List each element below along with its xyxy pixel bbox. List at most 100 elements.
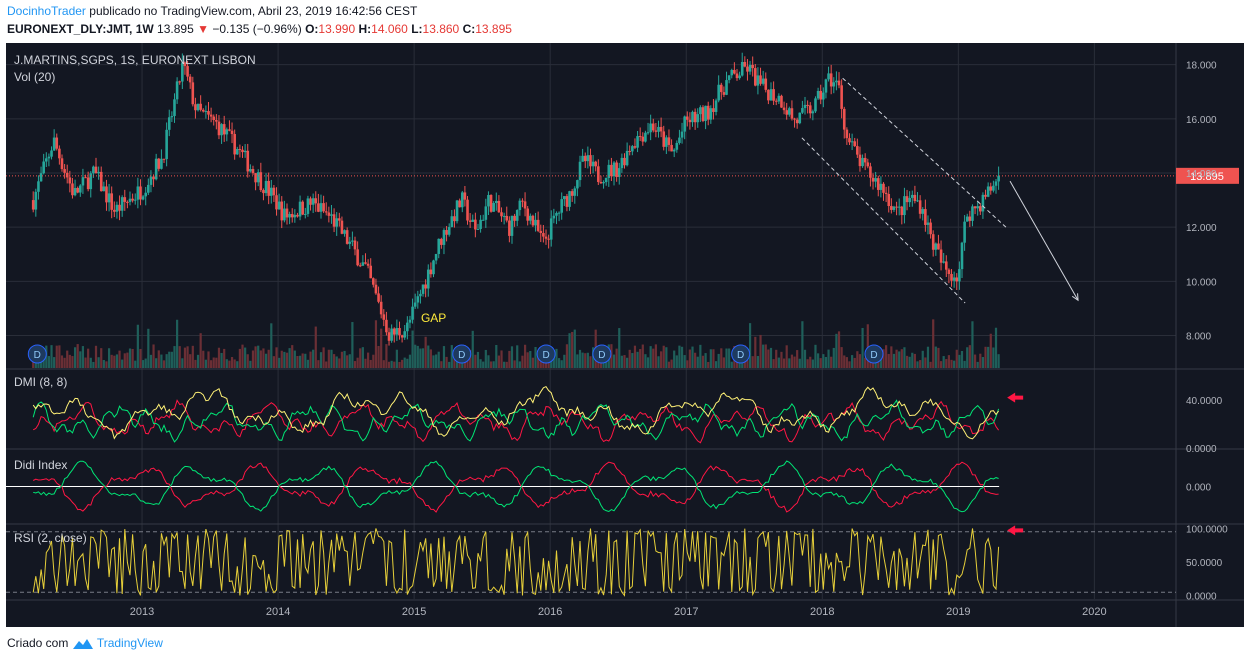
volume-bar — [832, 347, 835, 368]
volume-bar — [589, 356, 592, 368]
candle-body — [94, 166, 98, 174]
candle-body — [335, 218, 338, 227]
volume-bar — [79, 351, 82, 368]
candle-body — [542, 233, 545, 237]
candle-body — [563, 196, 566, 200]
time-axis-label: 2015 — [402, 606, 426, 618]
time-axis-label: 2014 — [266, 606, 290, 618]
volume-bar — [824, 356, 828, 368]
dividend-marker[interactable] — [536, 344, 556, 364]
volume-bar — [696, 356, 699, 368]
volume-bar — [89, 357, 92, 368]
dividend-marker[interactable] — [864, 344, 884, 364]
volume-bar — [822, 354, 825, 368]
tradingview-brand[interactable]: TradingView — [96, 636, 163, 650]
candle-body — [617, 168, 621, 177]
volume-label: Vol (20) — [14, 70, 55, 84]
candle-body — [735, 73, 739, 79]
volume-bar — [683, 355, 686, 368]
candle-body — [65, 172, 69, 178]
volume-bar — [539, 361, 542, 368]
candle-body — [861, 157, 864, 167]
candle-body — [693, 111, 697, 123]
candle-body — [251, 168, 255, 174]
volume-bar — [660, 351, 663, 368]
volume-bar — [230, 357, 234, 368]
volume-bar — [338, 358, 341, 368]
volume-bar — [241, 344, 244, 368]
dmi-title: DMI (8, 8) — [14, 375, 67, 389]
dividend-marker[interactable] — [452, 344, 472, 364]
volume-bar — [73, 347, 77, 368]
candle-body — [989, 186, 993, 191]
volume-bar — [557, 358, 561, 368]
volume-bar — [694, 352, 697, 368]
author-link[interactable]: DocinhoTrader — [7, 4, 86, 18]
candle-body — [764, 78, 768, 90]
candle-body — [871, 177, 875, 182]
volume-bar — [152, 344, 155, 368]
candle-body — [623, 157, 626, 166]
volume-bar — [387, 361, 391, 368]
candle-body — [701, 107, 705, 121]
volume-bar — [518, 361, 521, 368]
volume-bar — [848, 361, 851, 368]
candle-body — [466, 199, 469, 221]
volume-bar — [489, 361, 493, 368]
candle-body — [589, 155, 592, 167]
volume-bar — [568, 333, 571, 368]
candle-body — [133, 199, 137, 201]
candle-body — [958, 269, 961, 282]
volume-bar — [123, 353, 126, 368]
volume-bar — [416, 345, 419, 368]
candle-body — [594, 161, 598, 167]
candle-body — [824, 79, 828, 93]
red-arrow-icon — [1007, 392, 1024, 403]
volume-bar — [149, 354, 153, 368]
dividend-marker[interactable] — [592, 344, 612, 364]
volume-bar — [811, 359, 814, 368]
candle-body — [683, 116, 686, 132]
candle-body — [288, 213, 291, 218]
chart-area[interactable]: 13.895 GAP D D D D D D 8.000 10.000 12.000 14.000 16… — [6, 43, 1244, 627]
candle-body — [311, 198, 315, 205]
dividend-marker[interactable] — [731, 344, 751, 364]
volume-bar — [317, 360, 320, 368]
volume-bar — [244, 347, 247, 368]
volume-bar — [380, 328, 383, 368]
candle-body — [377, 293, 380, 302]
candle-body — [275, 195, 278, 210]
candle-body — [521, 200, 524, 202]
volume-bar — [223, 348, 226, 368]
volume-bar — [950, 359, 953, 368]
volume-bar — [312, 349, 315, 368]
candle-body — [526, 208, 529, 221]
volume-bar — [984, 346, 987, 368]
volume-bar — [979, 353, 982, 368]
volume-bar — [688, 349, 691, 368]
volume-bar — [364, 358, 367, 368]
dividend-marker[interactable] — [27, 344, 47, 364]
volume-bar — [249, 360, 252, 368]
volume-bar — [963, 360, 966, 368]
volume-bar — [87, 348, 90, 368]
volume-bar — [455, 359, 459, 368]
volume-bar — [186, 346, 189, 368]
volume-bar — [639, 349, 642, 368]
volume-bar — [440, 361, 443, 368]
candle-body — [612, 162, 616, 177]
didi-green-line — [33, 460, 999, 513]
candle-body — [76, 187, 79, 193]
volume-bar — [340, 351, 344, 368]
candle-body — [510, 215, 514, 236]
candle-body — [175, 81, 179, 100]
volume-bar — [652, 348, 655, 368]
volume-bar — [644, 354, 647, 368]
volume-bar — [131, 348, 134, 368]
trend-line — [842, 77, 1007, 228]
volume-bar — [966, 347, 969, 368]
candle-body — [994, 181, 998, 186]
volume-bar — [458, 359, 461, 368]
candle-body — [152, 176, 155, 180]
candle-body — [361, 262, 365, 266]
